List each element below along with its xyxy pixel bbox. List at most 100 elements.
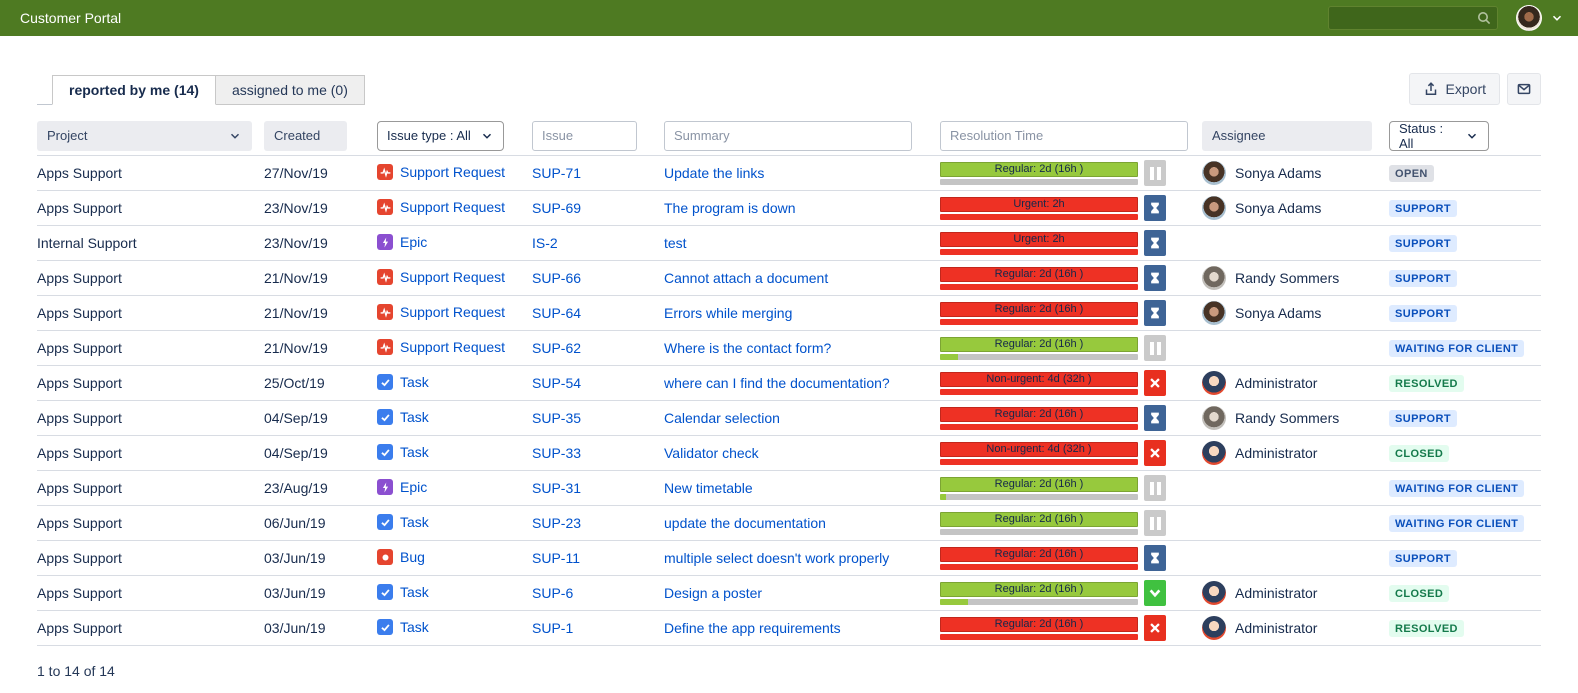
- summary-link[interactable]: Cannot attach a document: [664, 270, 829, 286]
- sla-label: Regular: 2d (16h ): [994, 303, 1084, 315]
- project-cell: Apps Support: [37, 340, 122, 356]
- summary-link[interactable]: The program is down: [664, 200, 796, 216]
- issue-key-link[interactable]: SUP-66: [532, 270, 582, 286]
- issue-type-icon: [377, 514, 393, 531]
- toolbar: reported by me (14) assigned to me (0) E…: [37, 73, 1541, 105]
- resolution-time-cell: Regular: 2d (16h ): [940, 580, 1202, 606]
- summary-link[interactable]: Update the links: [664, 165, 765, 181]
- issue-filter-input[interactable]: [532, 120, 637, 151]
- assignee-name: Administrator: [1235, 375, 1318, 391]
- issue-type-icon: [377, 164, 393, 181]
- issue-type-filter-dropdown[interactable]: Issue type : All: [377, 120, 504, 151]
- sla-progress-bar: Regular: 2d (16h ): [940, 546, 1138, 562]
- issue-key-link[interactable]: SUP-35: [532, 410, 582, 426]
- status-filter-dropdown[interactable]: Status : All: [1389, 121, 1489, 151]
- assignee-name: Randy Sommers: [1235, 410, 1340, 426]
- issue-key-link[interactable]: SUP-11: [532, 550, 580, 566]
- sla-progress-bar: Urgent: 2h: [940, 231, 1138, 247]
- summary-filter-input[interactable]: [664, 120, 912, 151]
- issue-type-link[interactable]: Task: [400, 514, 429, 531]
- export-button[interactable]: Export: [1408, 73, 1500, 105]
- issue-key-link[interactable]: SUP-69: [532, 200, 582, 216]
- issue-type-link[interactable]: Task: [400, 619, 429, 636]
- mail-icon: [1517, 83, 1531, 95]
- sla-label: Regular: 2d (16h ): [994, 478, 1084, 490]
- created-column-header[interactable]: Created: [264, 120, 347, 151]
- summary-link[interactable]: where can I find the documentation?: [664, 375, 890, 391]
- project-filter-dropdown[interactable]: Project: [37, 120, 252, 151]
- created-cell: 25/Oct/19: [264, 375, 325, 391]
- issue-key-link[interactable]: SUP-23: [532, 515, 582, 531]
- summary-link[interactable]: test: [664, 235, 687, 251]
- summary-link[interactable]: Validator check: [664, 445, 759, 461]
- assignee-avatar: [1202, 371, 1226, 395]
- issue-type-link[interactable]: Task: [400, 444, 429, 461]
- summary-link[interactable]: New timetable: [664, 480, 753, 496]
- sla-progress-bar: Urgent: 2h: [940, 196, 1138, 212]
- issue-key-link[interactable]: SUP-33: [532, 445, 582, 461]
- issue-key-link[interactable]: SUP-62: [532, 340, 582, 356]
- summary-link[interactable]: update the documentation: [664, 515, 826, 531]
- table-row: Apps Support 06/Jun/19 Task SUP-23 updat…: [37, 506, 1541, 541]
- issue-type-icon: [377, 199, 393, 216]
- issue-type-link[interactable]: Support Request: [400, 304, 506, 321]
- issue-type-link[interactable]: Task: [400, 374, 429, 391]
- sla-sub-bar: [940, 318, 1138, 325]
- issue-key-link[interactable]: SUP-31: [532, 480, 582, 496]
- sla-label: Regular: 2d (16h ): [994, 268, 1084, 280]
- assignee-name: Sonya Adams: [1235, 305, 1322, 321]
- assignee-name: Administrator: [1235, 445, 1318, 461]
- summary-link[interactable]: Where is the contact form?: [664, 340, 832, 356]
- table-row: Apps Support 03/Jun/19 Task SUP-1 Define…: [37, 611, 1541, 646]
- issue-type-link[interactable]: Support Request: [400, 269, 506, 286]
- assignee-avatar: [1202, 266, 1226, 290]
- search-input[interactable]: [1328, 6, 1498, 30]
- issue-key-link[interactable]: SUP-1: [532, 620, 574, 636]
- resolution-time-cell: Regular: 2d (16h ): [940, 615, 1202, 641]
- created-cell: 23/Nov/19: [264, 200, 328, 216]
- issue-type-link[interactable]: Support Request: [400, 339, 506, 356]
- summary-link[interactable]: Define the app requirements: [664, 620, 841, 636]
- sla-progress-bar: Non-urgent: 4d (32h ): [940, 371, 1138, 387]
- issue-type-link[interactable]: Task: [400, 409, 429, 426]
- sla-sub-bar: [940, 283, 1138, 290]
- issue-type-link[interactable]: Task: [400, 584, 429, 601]
- summary-link[interactable]: Calendar selection: [664, 410, 780, 426]
- assignee-avatar: [1202, 161, 1226, 185]
- summary-link[interactable]: multiple select doesn't work properly: [664, 550, 890, 566]
- created-cell: 06/Jun/19: [264, 515, 326, 531]
- sla-progress-bar: Regular: 2d (16h ): [940, 161, 1138, 177]
- tab-assigned-to-me[interactable]: assigned to me (0): [215, 75, 365, 105]
- assignee-cell: Sonya Adams: [1202, 301, 1389, 325]
- issue-key-link[interactable]: SUP-71: [532, 165, 582, 181]
- summary-link[interactable]: Errors while merging: [664, 305, 793, 321]
- created-cell: 23/Aug/19: [264, 480, 328, 496]
- issue-type-icon: [377, 339, 393, 356]
- issue-type-link[interactable]: Epic: [400, 234, 428, 251]
- issue-type-link[interactable]: Support Request: [400, 164, 506, 181]
- sla-status-icon: [1144, 475, 1166, 501]
- assignee-name: Sonya Adams: [1235, 165, 1322, 181]
- user-avatar[interactable]: [1516, 5, 1542, 31]
- resolution-time-filter-input[interactable]: [940, 120, 1188, 151]
- issue-key-link[interactable]: SUP-54: [532, 375, 582, 391]
- issue-type-link[interactable]: Bug: [400, 549, 425, 566]
- issue-key-link[interactable]: SUP-6: [532, 585, 574, 601]
- project-cell: Apps Support: [37, 375, 122, 391]
- tab-reported-by-me[interactable]: reported by me (14): [52, 75, 216, 105]
- chevron-down-icon: [1467, 133, 1477, 139]
- issue-key-link[interactable]: IS-2: [532, 235, 558, 251]
- issue-key-link[interactable]: SUP-64: [532, 305, 582, 321]
- issue-type-link[interactable]: Epic: [400, 479, 428, 496]
- resolution-time-cell: Urgent: 2h: [940, 195, 1202, 221]
- status-badge: WAITING FOR CLIENT: [1389, 480, 1525, 497]
- subscribe-button[interactable]: [1507, 73, 1541, 105]
- summary-link[interactable]: Design a poster: [664, 585, 763, 601]
- sla-progress-bar: Regular: 2d (16h ): [940, 476, 1138, 492]
- search-icon[interactable]: [1476, 10, 1492, 26]
- user-menu-chevron-icon[interactable]: [1550, 11, 1564, 25]
- created-cell: 04/Sep/19: [264, 445, 328, 461]
- assignee-column-header[interactable]: Assignee: [1202, 120, 1372, 151]
- issue-type-link[interactable]: Support Request: [400, 199, 506, 216]
- sla-progress-bar: Regular: 2d (16h ): [940, 616, 1138, 632]
